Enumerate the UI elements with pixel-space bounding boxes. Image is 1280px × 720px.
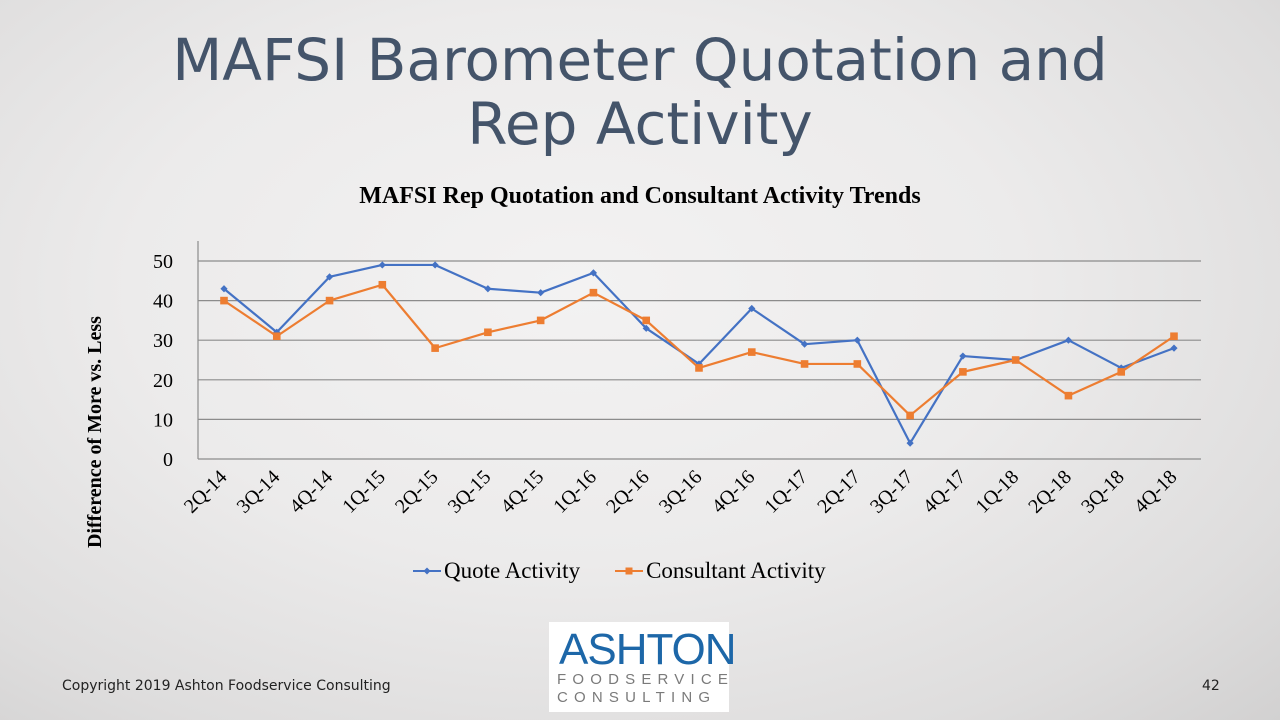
square-marker-icon	[642, 316, 651, 325]
square-marker-icon	[272, 332, 281, 341]
x-tick-label: 3Q-15	[444, 466, 496, 518]
x-tick-label: 1Q-17	[760, 466, 812, 518]
y-tick-label: 50	[153, 251, 173, 273]
slide-title-line2: Rep Activity	[467, 90, 813, 158]
x-tick-label: 4Q-18	[1130, 466, 1182, 518]
y-tick-label: 0	[163, 449, 173, 471]
diamond-marker-icon	[642, 324, 650, 332]
x-tick-label: 3Q-14	[233, 466, 285, 518]
y-tick-label: 10	[153, 409, 173, 431]
square-marker-icon	[220, 296, 228, 305]
ashton-logo: ASHTON FOODSERVICE CONSULTING	[549, 622, 737, 712]
diamond-marker-icon	[413, 567, 441, 575]
legend-item-quote: Quote Activity	[412, 558, 580, 584]
x-tick-label: 2Q-14	[180, 466, 232, 518]
x-axis-ticks: 2Q-14 3Q-14 4Q-14 1Q-15 2Q-15 3Q-15 4Q-15 1Q-16…	[180, 466, 1182, 518]
x-tick-label: 4Q-14	[285, 466, 337, 518]
diamond-marker-icon	[1064, 336, 1073, 344]
square-marker-icon	[536, 316, 545, 325]
square-marker-icon	[325, 296, 334, 305]
diamond-marker-icon	[959, 352, 967, 360]
series-line	[223, 263, 1175, 445]
y-tick-label: 40	[153, 291, 173, 313]
diamond-marker-icon	[589, 269, 598, 277]
page-number: 42	[1202, 678, 1220, 694]
diamond-marker-icon	[800, 340, 809, 348]
x-tick-label: 4Q-16	[708, 466, 760, 518]
x-tick-label: 2Q-16	[602, 466, 654, 518]
y-tick-label: 30	[153, 330, 173, 352]
x-tick-label: 4Q-17	[919, 466, 971, 518]
x-tick-label: 1Q-15	[338, 466, 390, 518]
x-tick-label: 1Q-18	[972, 466, 1024, 518]
square-marker-icon	[853, 360, 862, 368]
logo-sub-text-2: CONSULTING	[557, 689, 717, 706]
x-tick-label: 2Q-15	[391, 466, 443, 518]
diamond-marker-icon	[906, 439, 914, 447]
diamond-marker-icon	[325, 273, 334, 281]
y-axis-ticks: 0 10 20 30 40 50	[153, 251, 173, 471]
diamond-marker-icon	[853, 336, 861, 344]
square-marker-icon	[1117, 368, 1126, 376]
x-tick-label: 2Q-18	[1024, 466, 1076, 518]
diamond-marker-icon	[220, 285, 228, 293]
y-axis-label: Difference of More vs. Less	[84, 316, 106, 548]
chart-legend: Quote Activity Consultant Activity	[412, 558, 826, 584]
square-marker-icon	[695, 364, 703, 372]
x-tick-label: 3Q-17	[866, 466, 918, 518]
legend-item-consultant: Consultant Activity	[614, 558, 826, 584]
diamond-marker-icon	[378, 261, 386, 269]
square-marker-icon	[1064, 391, 1073, 400]
square-marker-icon	[1011, 356, 1020, 364]
square-marker-icon	[747, 348, 756, 356]
gridlines	[197, 241, 1201, 460]
logo-main-text: ASHTON	[559, 625, 737, 674]
square-marker-icon	[589, 288, 598, 297]
legend-label-quote: Quote Activity	[444, 558, 581, 583]
x-tick-label: 3Q-16	[655, 466, 707, 518]
slide-title-line1: MAFSI Barometer Quotation and	[172, 26, 1108, 94]
diamond-marker-icon	[484, 285, 492, 293]
footer-copyright: Copyright 2019 Ashton Foodservice Consul…	[62, 678, 391, 694]
diamond-marker-icon	[695, 360, 703, 368]
slide-title: MAFSI Barometer Quotation and Rep Activi…	[0, 28, 1280, 156]
x-tick-label: 3Q-18	[1077, 466, 1129, 518]
square-marker-icon	[484, 328, 492, 337]
series-line	[223, 283, 1175, 417]
x-tick-label: 1Q-16	[549, 466, 601, 518]
series-lines	[220, 261, 1178, 447]
chart-title: MAFSI Rep Quotation and Consultant Activ…	[359, 183, 921, 209]
logo-sub-text-1: FOODSERVICE	[557, 671, 735, 688]
square-marker-icon	[615, 567, 644, 575]
square-marker-icon	[959, 368, 967, 376]
square-marker-icon	[906, 411, 914, 420]
diamond-marker-icon	[431, 261, 439, 269]
square-marker-icon	[378, 280, 387, 289]
y-tick-label: 20	[153, 370, 173, 392]
x-tick-label: 2Q-17	[813, 466, 865, 518]
diamond-marker-icon	[748, 304, 756, 313]
square-marker-icon	[1170, 332, 1178, 341]
square-marker-icon	[431, 344, 439, 352]
legend-label-consultant: Consultant Activity	[646, 558, 826, 583]
x-tick-label: 4Q-15	[497, 466, 549, 518]
diamond-marker-icon	[537, 289, 545, 297]
diamond-marker-icon	[1170, 344, 1178, 352]
square-marker-icon	[800, 360, 809, 368]
